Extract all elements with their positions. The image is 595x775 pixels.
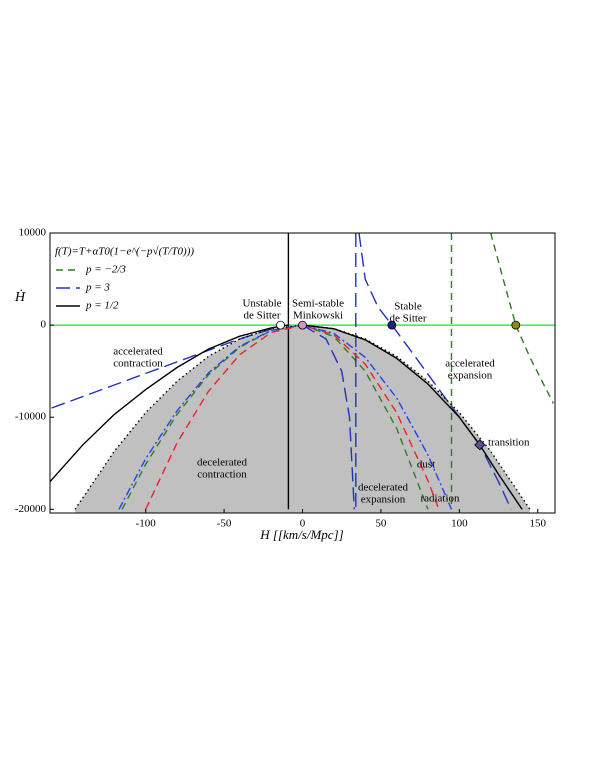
marker-group <box>298 320 307 330</box>
plot-area <box>50 233 555 513</box>
y-tick-label: 10000 <box>19 227 47 239</box>
annotation: contraction <box>197 469 247 481</box>
curve <box>121 233 555 510</box>
marker-group <box>276 320 285 330</box>
annotation: Semi-stable <box>292 298 344 310</box>
legend-label: p = 3 <box>85 282 110 294</box>
legend-label: p = −2/3 <box>85 264 126 276</box>
y-axis-label: Ḣ <box>14 289 26 305</box>
annotation: Unstable <box>242 298 281 310</box>
annotation: Minkowski <box>293 310 343 322</box>
annotation: de Sitter <box>244 310 281 322</box>
x-axis-label: H [[km/s/Mpc]] <box>259 527 343 542</box>
x-tick-label: -50 <box>217 518 232 530</box>
annotation: contraction <box>113 358 163 370</box>
curve <box>51 233 512 510</box>
annotation: expansion <box>448 370 493 382</box>
annotation: accelerated <box>445 358 495 370</box>
annotation: accelerated <box>113 346 163 358</box>
marker <box>298 320 307 330</box>
curve <box>118 324 453 510</box>
annotation: dust <box>417 459 435 471</box>
annotation: transition <box>488 437 530 449</box>
x-tick-label: 0 <box>300 518 306 530</box>
y-tick-label: -10000 <box>15 411 47 423</box>
annotation: expansion <box>361 494 406 506</box>
marker <box>387 320 397 330</box>
x-tick-label: 150 <box>529 518 546 530</box>
x-tick-label: -100 <box>136 518 157 530</box>
marker <box>276 320 285 330</box>
marker-group <box>387 320 397 330</box>
region <box>75 325 530 513</box>
annotation: decelerated <box>358 482 409 494</box>
marker <box>474 439 486 451</box>
y-tick-label: 0 <box>41 319 47 331</box>
annotation: decelerated <box>197 457 248 469</box>
annotation: radiation <box>420 493 460 505</box>
x-tick-label: 50 <box>375 518 387 530</box>
x-tick-label: 100 <box>451 518 468 530</box>
marker <box>511 320 521 330</box>
annotation: Stable <box>394 301 422 313</box>
marker-group <box>474 439 486 451</box>
annotation: de Sitter <box>390 313 427 325</box>
y-tick-label: -20000 <box>15 503 47 515</box>
legend-label: p = 1/2 <box>85 300 119 312</box>
chart-title: f(T)=T+αT0(1−e^(−p√(T/T0))) <box>55 246 194 258</box>
marker-group <box>511 320 521 330</box>
